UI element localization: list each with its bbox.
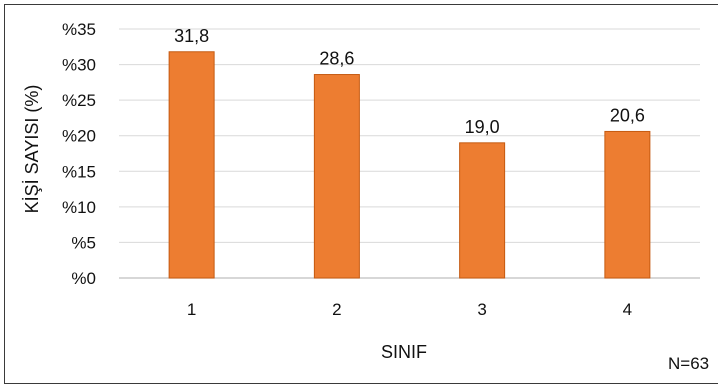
x-tick-label-3: 3 xyxy=(477,300,486,319)
y-tick-label: %30 xyxy=(62,56,96,75)
x-tick-label-1: 1 xyxy=(187,300,196,319)
y-axis-title: KİŞİ SAYISI (%) xyxy=(22,85,42,214)
bar-1 xyxy=(168,51,215,279)
y-tick-label: %20 xyxy=(62,127,96,146)
bars xyxy=(168,51,651,279)
y-tick-label: %0 xyxy=(71,269,96,288)
x-tick-label-4: 4 xyxy=(623,300,632,319)
data-labels: 31,8 28,6 19,0 20,6 xyxy=(174,26,645,137)
y-tick-label: %15 xyxy=(62,162,96,181)
y-tick-label: %35 xyxy=(62,20,96,39)
sample-size-note: N=63 xyxy=(668,354,709,373)
bar-value-label-4: 20,6 xyxy=(610,105,645,125)
x-axis-title: SINIF xyxy=(381,342,427,362)
bar-value-label-2: 28,6 xyxy=(319,49,354,69)
chart-frame xyxy=(4,4,718,384)
grid-layer xyxy=(119,28,700,279)
bar-4 xyxy=(604,130,651,279)
bar-value-label-3: 19,0 xyxy=(465,117,500,137)
y-tick-label: %25 xyxy=(62,91,96,110)
y-tick-label: %5 xyxy=(71,233,96,252)
bar-2 xyxy=(313,74,360,279)
x-axis-tick-labels: 1 2 3 4 xyxy=(187,300,632,319)
y-axis-tick-labels: %0 %5 %10 %15 %20 %25 %30 %35 xyxy=(62,20,96,288)
x-tick-label-2: 2 xyxy=(332,300,341,319)
bar-value-label-1: 31,8 xyxy=(174,26,209,46)
y-tick-label: %10 xyxy=(62,198,96,217)
bar-3 xyxy=(459,142,506,279)
